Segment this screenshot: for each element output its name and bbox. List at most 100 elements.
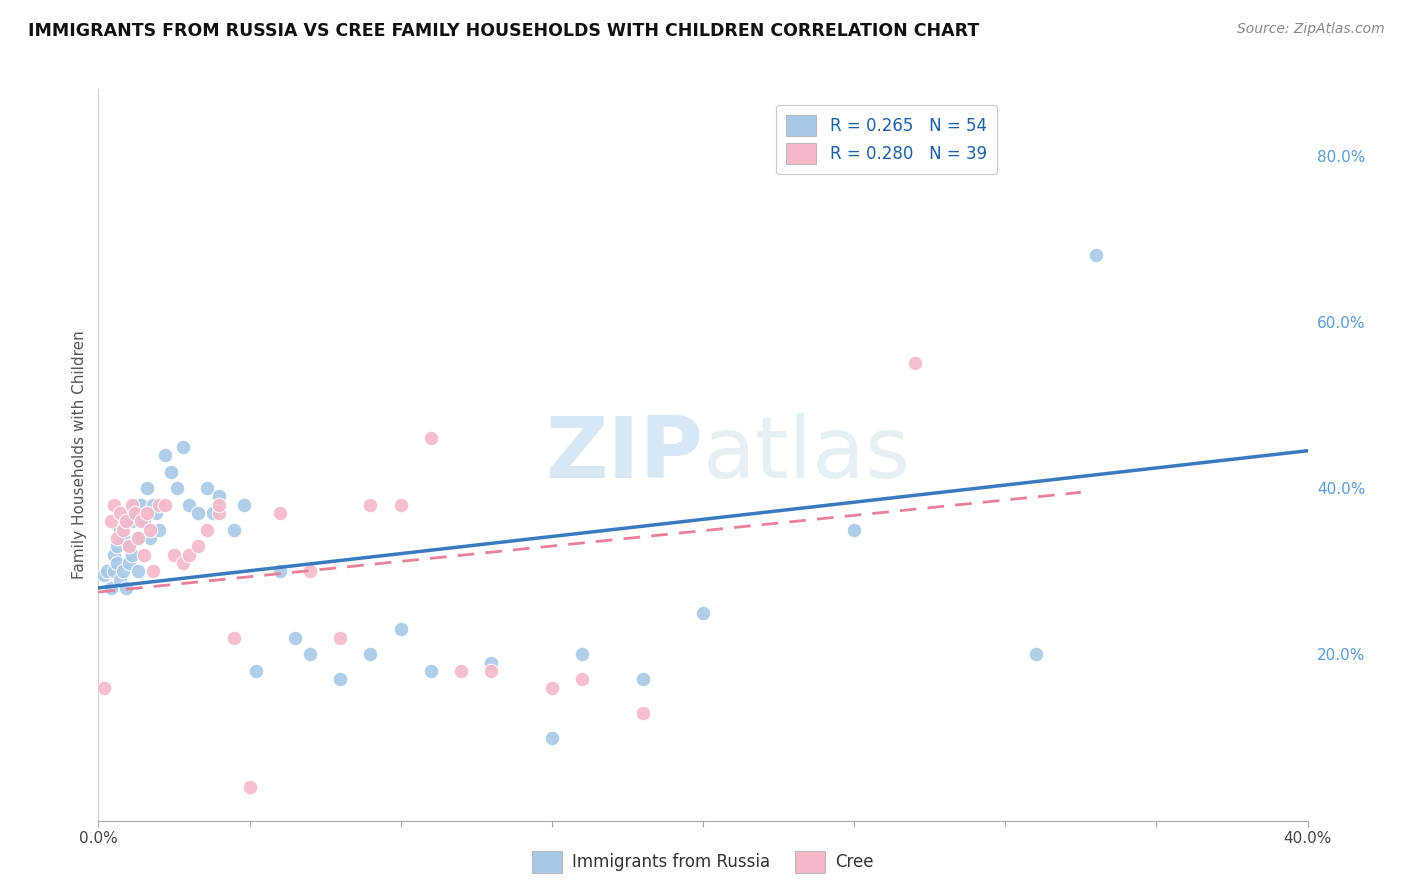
Point: [124, 506, 146, 520]
Point: [108, 573, 131, 587]
Point: [132, 548, 155, 562]
Point: [239, 780, 262, 795]
Point: [127, 564, 149, 578]
Point: [299, 564, 322, 578]
Point: [139, 523, 162, 537]
Point: [187, 539, 209, 553]
Point: [111, 523, 134, 537]
Point: [124, 498, 146, 512]
Point: [114, 515, 136, 529]
Point: [129, 515, 152, 529]
Point: [93, 681, 115, 695]
Point: [108, 506, 131, 520]
Point: [420, 664, 443, 678]
Point: [118, 539, 141, 553]
Point: [299, 648, 322, 662]
Point: [153, 448, 176, 462]
Point: [540, 731, 562, 745]
Point: [420, 431, 443, 445]
Point: [121, 548, 143, 562]
Point: [142, 564, 165, 578]
Point: [127, 531, 149, 545]
Point: [103, 548, 125, 562]
Point: [631, 706, 654, 720]
Point: [195, 523, 218, 537]
Point: [360, 498, 382, 512]
Point: [139, 531, 162, 545]
Point: [160, 465, 183, 479]
Point: [329, 673, 352, 687]
Point: [145, 506, 167, 520]
Point: [153, 498, 176, 512]
Point: [208, 498, 231, 512]
Point: [132, 515, 155, 529]
Point: [692, 606, 714, 620]
Point: [481, 656, 503, 670]
Point: [208, 506, 231, 520]
Point: [224, 631, 246, 645]
Point: [844, 523, 866, 537]
Point: [108, 523, 131, 537]
Point: [96, 564, 118, 578]
Point: [105, 539, 128, 553]
Point: [121, 515, 143, 529]
Point: [118, 556, 141, 570]
Point: [142, 498, 165, 512]
Legend: R = 0.265   N = 54, R = 0.280   N = 39: R = 0.265 N = 54, R = 0.280 N = 39: [776, 105, 997, 174]
Point: [269, 506, 291, 520]
Text: ZIP: ZIP: [546, 413, 703, 497]
Point: [172, 556, 194, 570]
Point: [360, 648, 382, 662]
Text: Source: ZipAtlas.com: Source: ZipAtlas.com: [1237, 22, 1385, 37]
Point: [195, 481, 218, 495]
Point: [389, 498, 412, 512]
Point: [100, 515, 122, 529]
Point: [904, 356, 927, 370]
Point: [571, 673, 593, 687]
Point: [103, 498, 125, 512]
Point: [208, 490, 231, 504]
Point: [232, 498, 254, 512]
Point: [179, 498, 201, 512]
Point: [100, 581, 122, 595]
Point: [148, 498, 170, 512]
Point: [187, 506, 209, 520]
Point: [179, 548, 201, 562]
Legend: Immigrants from Russia, Cree: Immigrants from Russia, Cree: [526, 845, 880, 880]
Point: [148, 523, 170, 537]
Point: [111, 564, 134, 578]
Point: [129, 498, 152, 512]
Point: [1085, 248, 1108, 262]
Point: [245, 664, 267, 678]
Point: [540, 681, 562, 695]
Point: [450, 664, 472, 678]
Point: [93, 568, 115, 582]
Point: [163, 548, 186, 562]
Point: [135, 481, 157, 495]
Point: [631, 673, 654, 687]
Point: [114, 515, 136, 529]
Point: [105, 531, 128, 545]
Point: [224, 523, 246, 537]
Text: atlas: atlas: [703, 413, 911, 497]
Point: [284, 631, 307, 645]
Point: [172, 440, 194, 454]
Point: [269, 564, 291, 578]
Point: [166, 481, 188, 495]
Point: [111, 531, 134, 545]
Point: [202, 506, 225, 520]
Point: [114, 581, 136, 595]
Y-axis label: Family Households with Children: Family Households with Children: [72, 331, 87, 579]
Point: [103, 564, 125, 578]
Point: [329, 631, 352, 645]
Point: [481, 664, 503, 678]
Point: [571, 648, 593, 662]
Point: [389, 623, 412, 637]
Point: [1024, 648, 1046, 662]
Point: [121, 498, 143, 512]
Point: [105, 556, 128, 570]
Point: [127, 531, 149, 545]
Point: [118, 539, 141, 553]
Text: IMMIGRANTS FROM RUSSIA VS CREE FAMILY HOUSEHOLDS WITH CHILDREN CORRELATION CHART: IMMIGRANTS FROM RUSSIA VS CREE FAMILY HO…: [28, 22, 980, 40]
Point: [135, 506, 157, 520]
